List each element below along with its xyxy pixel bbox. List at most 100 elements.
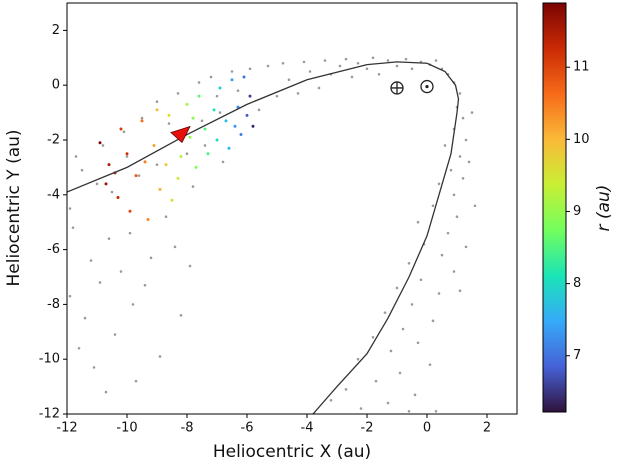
colorbar-label: r (au)	[594, 185, 614, 232]
cloud-point	[125, 155, 129, 158]
colored-point	[203, 127, 207, 131]
cloud-point	[281, 61, 285, 65]
cloud-point	[317, 86, 321, 90]
cloud-point	[221, 160, 225, 164]
cloud-point	[464, 245, 468, 249]
colored-point	[251, 124, 255, 128]
cloud-point	[398, 371, 402, 375]
cloud-point	[356, 357, 360, 361]
cloud-point	[287, 78, 291, 82]
x-tick-label: -8	[181, 421, 194, 436]
cloud-point	[470, 111, 474, 114]
colored-point	[158, 187, 162, 191]
cloud-point	[131, 303, 135, 306]
cloud-point	[404, 57, 408, 61]
colored-point	[104, 182, 108, 186]
colored-point	[233, 124, 237, 128]
orbit-line	[67, 61, 460, 414]
colored-point	[215, 138, 219, 142]
cloud-point	[92, 366, 96, 369]
colored-point	[242, 75, 246, 79]
cloud-point	[338, 64, 342, 68]
cloud-point	[140, 116, 144, 120]
cloud-point	[377, 72, 381, 76]
cloud-point	[428, 363, 432, 366]
cloud-point	[128, 231, 132, 235]
cloud-point	[80, 168, 84, 172]
y-tick-label: -6	[47, 242, 60, 257]
cloud-point	[473, 204, 477, 208]
cloud-point	[431, 319, 435, 323]
y-tick-label: -12	[39, 407, 60, 422]
cloud-point	[167, 122, 171, 125]
colored-point	[146, 217, 150, 221]
cloud-point	[449, 168, 453, 172]
cloud-point	[308, 70, 312, 73]
cloud-point	[395, 286, 399, 290]
sun-symbol	[420, 79, 434, 94]
colored-point	[176, 176, 180, 180]
cloud-point	[155, 100, 159, 103]
y-axis-label: Heliocentric Y (au)	[4, 129, 24, 286]
y-tick-label: -2	[47, 133, 60, 148]
cloud-point	[218, 111, 222, 114]
plot-frame	[66, 2, 518, 415]
cloud-point	[371, 335, 375, 339]
cloud-point	[77, 346, 81, 350]
x-tick-label: 2	[483, 421, 491, 436]
colored-point	[188, 135, 192, 139]
colored-point	[164, 163, 168, 167]
cloud-point	[416, 341, 420, 345]
cloud-point	[458, 155, 462, 158]
cloud-point	[143, 283, 147, 287]
cloud-point	[446, 231, 450, 235]
cloud-point	[323, 59, 327, 62]
colored-point	[167, 113, 171, 117]
cloud-point	[113, 333, 117, 336]
cloud-point	[410, 67, 414, 71]
cloud-point	[410, 303, 414, 306]
colored-point	[116, 196, 120, 200]
cloud-point	[122, 130, 126, 134]
x-tick-label: -10	[116, 421, 137, 436]
cloud-point	[455, 215, 459, 219]
colored-point	[206, 152, 210, 156]
colored-point	[227, 146, 231, 150]
earth-symbol	[390, 81, 404, 95]
cloud-point	[266, 64, 270, 68]
colored-point	[107, 163, 111, 167]
cloud-point	[389, 349, 393, 353]
cloud-point	[89, 259, 93, 262]
colored-point	[128, 209, 132, 213]
cloud-point	[200, 119, 204, 123]
cloud-point	[134, 379, 138, 383]
cloud-point	[248, 67, 252, 71]
colored-point	[140, 119, 144, 123]
cloud-point	[344, 388, 348, 391]
cloud-point	[215, 94, 219, 98]
cloud-point	[437, 182, 441, 186]
cloud-point	[68, 207, 72, 210]
cloud-point	[386, 59, 390, 62]
x-tick-label: 0	[423, 421, 431, 436]
colored-point	[98, 141, 102, 145]
cloud-point	[350, 75, 354, 79]
cloud-point	[104, 390, 108, 394]
cloud-point	[173, 245, 177, 249]
cloud-point	[395, 64, 399, 68]
cloud-point	[185, 152, 189, 155]
cloud-point	[458, 92, 462, 95]
y-tick-label: -10	[39, 352, 60, 367]
cloud-point	[344, 57, 348, 61]
cloud-point	[437, 292, 441, 295]
colorbar	[542, 2, 567, 413]
y-tick-label: 0	[52, 78, 60, 93]
cloud-point	[188, 264, 192, 268]
colored-point	[170, 198, 174, 202]
y-tick-label: -4	[47, 187, 60, 202]
x-axis-label: Heliocentric X (au)	[213, 442, 371, 462]
colored-point	[191, 116, 195, 120]
colored-point	[197, 94, 201, 98]
cloud-point	[107, 237, 111, 240]
